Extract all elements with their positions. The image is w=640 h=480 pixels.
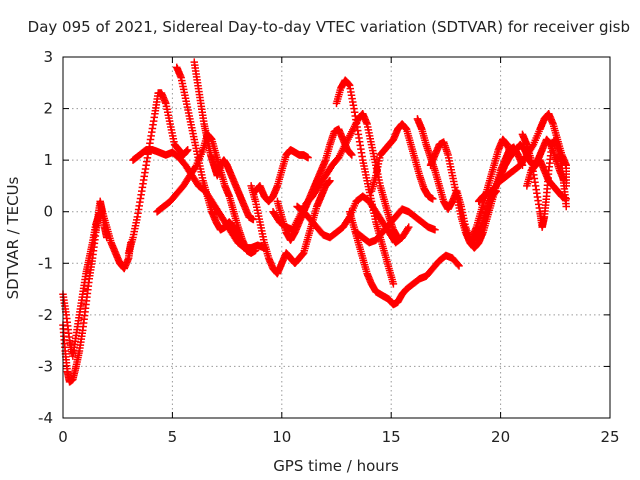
y-tick-label: -3 (38, 357, 53, 375)
y-tick-label: 0 (43, 203, 53, 221)
data-points (59, 58, 570, 386)
data-point (304, 153, 312, 162)
y-tick-label: 1 (43, 151, 53, 169)
data-point (348, 151, 356, 159)
series-satellite-pass-3 (124, 89, 192, 257)
series-satellite-pass-11 (269, 109, 402, 242)
y-tick-label: -2 (38, 306, 53, 324)
series-satellite-pass-22 (523, 156, 570, 203)
data-point (183, 146, 192, 154)
chart-title: Day 095 of 2021, Sidereal Day-to-day VTE… (28, 18, 630, 36)
x-axis-label: GPS time / hours (273, 457, 399, 475)
series-satellite-pass-6 (190, 58, 258, 224)
x-tick-labels: 0 5 10 15 20 25 (58, 428, 619, 446)
data-point (562, 202, 570, 211)
data-point (562, 182, 570, 190)
data-point (251, 246, 260, 255)
data-point (455, 262, 463, 270)
data-point (404, 223, 413, 231)
grid-lines (63, 57, 610, 418)
y-tick-label: 2 (43, 100, 53, 118)
x-tick-label: 0 (58, 428, 68, 446)
x-tick-label: 20 (491, 428, 510, 446)
data-point (429, 195, 437, 203)
y-axis-label: SDTVAR / TECUs (4, 176, 22, 299)
data-point (249, 215, 258, 224)
axis-ticks (62, 56, 611, 419)
series-satellite-pass-15 (367, 120, 437, 203)
series-satellite-pass-2 (59, 207, 135, 360)
y-tick-label: -4 (38, 409, 53, 427)
data-point (509, 148, 518, 157)
x-tick-label: 5 (168, 428, 178, 446)
series-satellite-pass-21 (496, 109, 570, 190)
x-tick-label: 15 (382, 428, 401, 446)
y-tick-labels: -4 -3 -2 -1 0 1 2 3 (38, 48, 53, 427)
series-satellite-pass-7 (153, 130, 260, 257)
data-point (389, 280, 398, 288)
data-point (326, 177, 334, 185)
series-satellite-pass-23 (474, 148, 518, 206)
y-tick-label: -1 (38, 254, 53, 272)
series-satellite-pass-8 (247, 177, 334, 278)
y-tick-label: 3 (43, 48, 53, 66)
x-tick-label: 25 (600, 428, 619, 446)
data-point (562, 195, 570, 203)
plot-frame (62, 56, 611, 419)
series-satellite-pass-9 (251, 146, 312, 206)
series-satellite-pass-16 (352, 205, 439, 247)
data-point (431, 226, 439, 234)
series-satellite-pass-14 (345, 207, 463, 309)
x-tick-label: 10 (272, 428, 291, 446)
data-point (454, 261, 462, 269)
